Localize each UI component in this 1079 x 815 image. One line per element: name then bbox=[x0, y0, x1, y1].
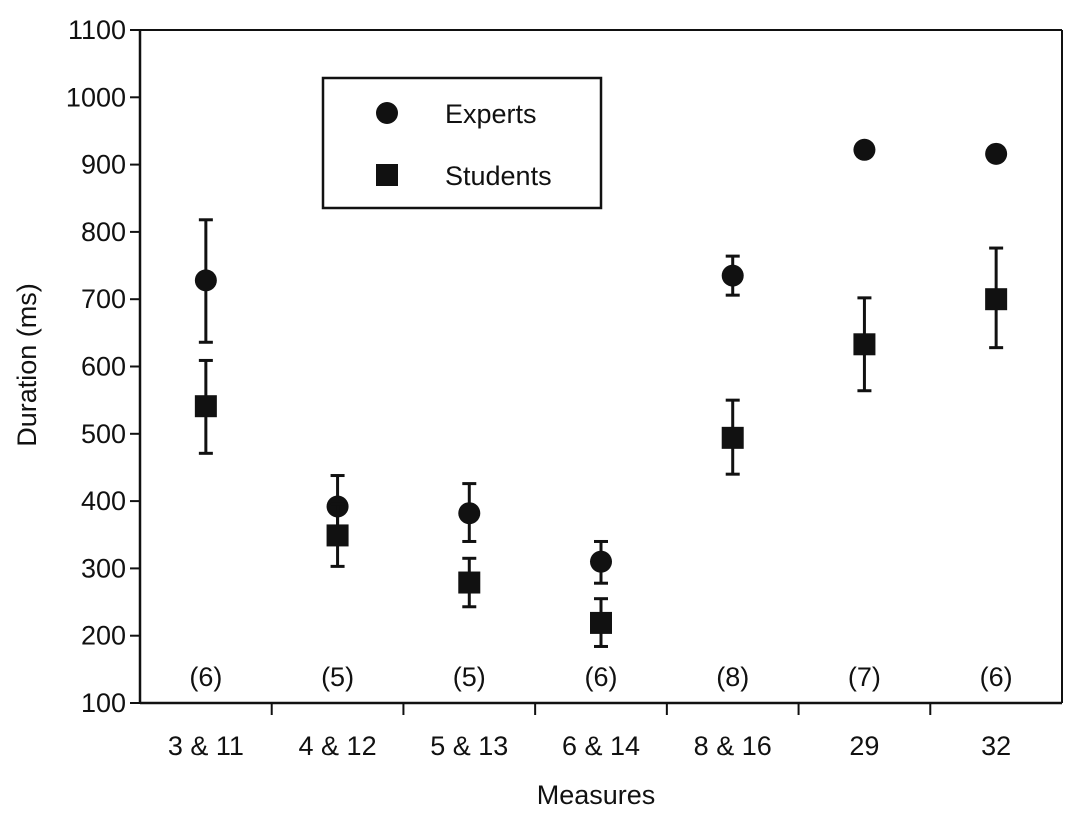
expert-point bbox=[458, 502, 481, 525]
x-axis-title: Measures bbox=[537, 780, 656, 810]
y-axis-title: Duration (ms) bbox=[12, 283, 42, 447]
student-point bbox=[590, 611, 612, 634]
y-tick-label: 1100 bbox=[68, 15, 126, 45]
y-tick-label: 1000 bbox=[66, 82, 126, 112]
expert-point bbox=[721, 264, 744, 287]
student-point bbox=[985, 288, 1008, 311]
legend-label: Experts bbox=[445, 99, 537, 129]
expert-point bbox=[194, 269, 217, 292]
x-tick-label: 3 & 11 bbox=[168, 731, 244, 761]
y-tick-label: 700 bbox=[81, 284, 126, 314]
y-tick-label: 100 bbox=[81, 688, 126, 718]
legend-marker-square bbox=[376, 164, 398, 186]
x-tick-label: 8 & 16 bbox=[694, 731, 772, 761]
y-axis-ticks: 100 200 300 400 500 600 700 800 900 1000 1100 bbox=[66, 15, 140, 718]
legend: Experts Students bbox=[321, 76, 603, 210]
data-marks bbox=[194, 138, 1008, 648]
y-tick-label: 200 bbox=[81, 621, 126, 651]
legend-marker-circle bbox=[376, 102, 398, 124]
x-tick-label: 5 & 13 bbox=[430, 731, 508, 761]
y-tick-label: 400 bbox=[81, 486, 126, 516]
sample-count-label: (6) bbox=[585, 662, 618, 692]
x-tick-label: 32 bbox=[981, 731, 1011, 761]
y-tick-label: 300 bbox=[81, 553, 126, 583]
sample-count-label: (6) bbox=[980, 662, 1013, 692]
student-point bbox=[194, 395, 217, 418]
student-point bbox=[458, 571, 481, 594]
student-point bbox=[853, 333, 876, 356]
legend-label: Students bbox=[445, 161, 552, 191]
expert-point bbox=[590, 550, 612, 573]
expert-point bbox=[853, 138, 876, 161]
sample-count-label: (5) bbox=[321, 662, 354, 692]
legend-box bbox=[321, 76, 603, 210]
x-tick-label: 6 & 14 bbox=[562, 731, 640, 761]
sample-count-label: (6) bbox=[189, 662, 222, 692]
student-point bbox=[326, 524, 349, 547]
sample-count-label: (7) bbox=[848, 662, 881, 692]
sample-count-labels: (6) (5) (5) (6) (8) (7) (6) bbox=[189, 662, 1012, 692]
series-students bbox=[194, 246, 1008, 648]
y-tick-label: 500 bbox=[81, 419, 126, 449]
y-tick-label: 800 bbox=[81, 217, 126, 247]
y-tick-label: 900 bbox=[81, 150, 126, 180]
sample-count-label: (8) bbox=[716, 662, 749, 692]
student-point bbox=[721, 426, 744, 449]
expert-point bbox=[985, 142, 1008, 165]
y-tick-label: 600 bbox=[81, 352, 126, 382]
sample-count-label: (5) bbox=[453, 662, 486, 692]
x-axis-ticks: 3 & 11 4 & 12 5 & 13 6 & 14 8 & 16 29 32 bbox=[168, 703, 1011, 761]
x-tick-label: 4 & 12 bbox=[299, 731, 377, 761]
x-tick-label: 29 bbox=[849, 731, 879, 761]
